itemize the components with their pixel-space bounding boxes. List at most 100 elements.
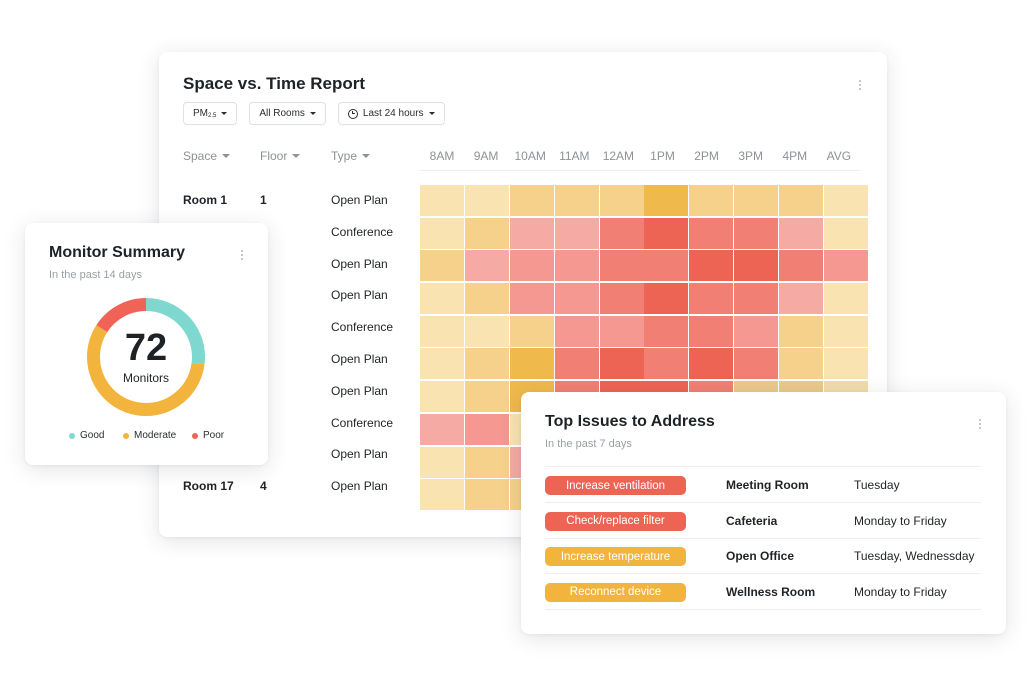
issue-action-badge[interactable]: Increase ventilation [545, 476, 686, 495]
heatmap-cell[interactable] [824, 185, 869, 216]
issue-schedule: Monday to Friday [854, 513, 947, 528]
heatmap-cell[interactable] [599, 315, 644, 347]
heatmap-cell[interactable] [464, 413, 509, 445]
heatmap-cell[interactable] [420, 217, 464, 249]
legend-label: Good [80, 430, 105, 441]
heatmap-cell[interactable] [644, 348, 689, 380]
issue-action-badge[interactable]: Reconnect device [545, 582, 686, 602]
heatmap-cell[interactable] [599, 185, 644, 216]
heatmap-cell[interactable] [599, 250, 644, 282]
heatmap-cell[interactable] [420, 250, 464, 282]
column-header-label: Space [183, 149, 218, 163]
column-header-label: Floor [260, 149, 288, 163]
heatmap-cell[interactable] [779, 283, 824, 315]
column-header-type[interactable]: Type [331, 149, 371, 163]
summary-title: Monitor Summary [49, 244, 186, 261]
heatmap-cell[interactable] [464, 348, 509, 380]
heatmap-cell[interactable] [644, 185, 689, 216]
issues-more-icon[interactable] [978, 419, 982, 429]
heatmap-cell[interactable] [779, 250, 824, 282]
sort-caret-icon [362, 154, 371, 158]
heatmap-cell[interactable] [779, 315, 824, 347]
heatmap-cell[interactable] [734, 348, 779, 380]
heatmap-cell[interactable] [824, 283, 869, 315]
heatmap-cell[interactable] [464, 250, 509, 282]
heatmap-cell[interactable] [824, 315, 869, 347]
rooms-dropdown[interactable]: All Rooms [249, 102, 326, 125]
heatmap-cell[interactable] [420, 315, 464, 347]
heatmap-cell[interactable] [509, 217, 554, 249]
heatmap-cell[interactable] [464, 217, 509, 249]
heatmap-cell[interactable] [779, 348, 824, 380]
heatmap-cell[interactable] [509, 348, 554, 380]
heatmap-cell[interactable] [644, 315, 689, 347]
time-range-label: Last 24 hours [362, 108, 424, 119]
heatmap-cell[interactable] [420, 283, 464, 315]
heatmap-cell[interactable] [420, 413, 464, 445]
legend-dot [69, 432, 75, 439]
heatmap-cell[interactable] [689, 250, 734, 282]
heatmap-cell[interactable] [509, 250, 554, 282]
heatmap-cell[interactable] [689, 283, 734, 315]
heatmap-cell[interactable] [734, 315, 779, 347]
heatmap-cell[interactable] [689, 315, 734, 347]
column-header-space[interactable]: Space [183, 149, 231, 163]
time-range-dropdown[interactable]: Last 24 hours [337, 102, 445, 125]
issue-action-badge[interactable]: Increase temperature [545, 547, 686, 566]
heatmap-cell[interactable] [689, 185, 734, 216]
heatmap-cell[interactable] [554, 250, 599, 282]
header-divider [419, 170, 861, 171]
heatmap-cell[interactable] [509, 185, 554, 216]
heatmap-cell[interactable] [464, 479, 509, 511]
column-header-floor[interactable]: Floor [260, 149, 301, 163]
legend-label: Moderate [134, 430, 177, 441]
heatmap-cell[interactable] [464, 381, 509, 413]
heatmap-cell[interactable] [599, 217, 644, 249]
heatmap-cell[interactable] [464, 185, 509, 216]
heatmap-cell[interactable] [509, 315, 554, 347]
rooms-label: All Rooms [259, 108, 305, 119]
summary-more-icon[interactable] [240, 250, 244, 260]
heatmap-cell[interactable] [824, 217, 869, 249]
heatmap-cell[interactable] [824, 250, 869, 282]
heatmap-cell[interactable] [599, 283, 644, 315]
heatmap-cell[interactable] [420, 446, 464, 478]
heatmap-cell[interactable] [644, 217, 689, 249]
row-type: Conference [331, 224, 394, 239]
hour-header: 1PM [650, 149, 675, 163]
heatmap-cell[interactable] [644, 250, 689, 282]
heatmap-cell[interactable] [734, 250, 779, 282]
monitor-summary-card: Monitor Summary In the past 14 days 72 M… [25, 223, 268, 465]
heatmap-cell[interactable] [420, 381, 464, 413]
heatmap-cell[interactable] [689, 348, 734, 380]
heatmap-cell[interactable] [779, 185, 824, 216]
report-title: Space vs. Time Report [183, 74, 366, 93]
heatmap-cell[interactable] [464, 446, 509, 478]
heatmap-cell[interactable] [734, 185, 779, 216]
heatmap-cell[interactable] [824, 348, 869, 380]
heatmap-cell[interactable] [464, 315, 509, 347]
heatmap-cell[interactable] [420, 348, 464, 380]
heatmap-cell[interactable] [554, 217, 599, 249]
heatmap-cell[interactable] [554, 348, 599, 380]
heatmap-cell[interactable] [464, 283, 509, 315]
heatmap-cell[interactable] [734, 217, 779, 249]
pollutant-label: PM2.5 [193, 108, 217, 119]
heatmap-cell[interactable] [644, 283, 689, 315]
heatmap-cell[interactable] [689, 217, 734, 249]
heatmap-cell[interactable] [779, 217, 824, 249]
legend-dot [123, 432, 129, 439]
chevron-down-icon [428, 112, 435, 115]
report-more-icon[interactable] [858, 80, 862, 90]
heatmap-cell[interactable] [420, 185, 464, 216]
issue-action-badge[interactable]: Check/replace filter [545, 511, 686, 531]
heatmap-cell[interactable] [554, 185, 599, 216]
heatmap-cell[interactable] [554, 283, 599, 315]
pollutant-dropdown[interactable]: PM2.5 [183, 102, 238, 125]
heatmap-cell[interactable] [509, 283, 554, 315]
heatmap-cell[interactable] [599, 348, 644, 380]
heatmap-cell[interactable] [734, 283, 779, 315]
heatmap-cell[interactable] [554, 315, 599, 347]
row-type: Conference [331, 320, 394, 335]
heatmap-cell[interactable] [420, 479, 464, 511]
